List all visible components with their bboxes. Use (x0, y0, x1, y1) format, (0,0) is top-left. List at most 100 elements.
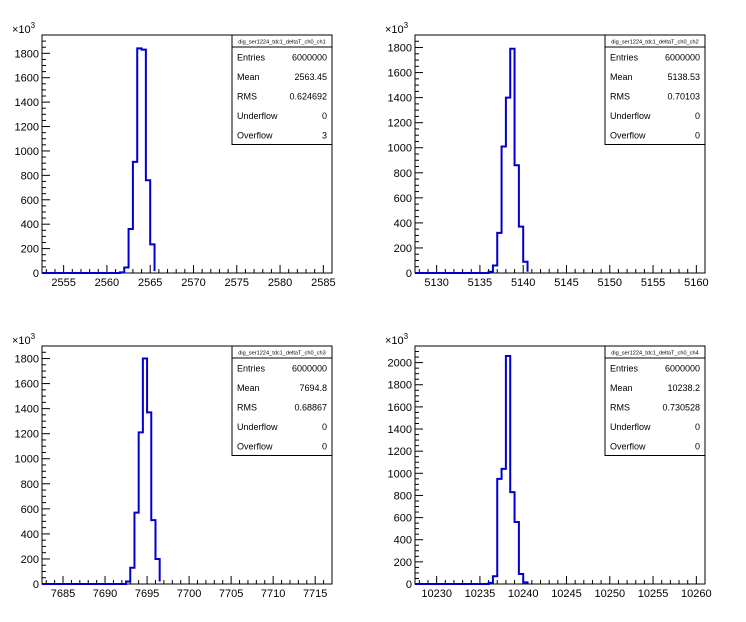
stats-box-frame (604, 345, 706, 456)
y-tick-label: 1200 (15, 429, 39, 441)
y-multiplier-base: ×10 (385, 24, 404, 36)
plot-frame (414, 345, 706, 585)
stats-value: 0 (695, 111, 700, 121)
stats-label: Mean (610, 72, 633, 82)
stats-box-frame (604, 34, 706, 145)
y-tick-label: 1600 (15, 379, 39, 391)
stats-value: 0.624692 (289, 92, 327, 102)
x-tick-label: 5140 (511, 277, 535, 289)
y-tick-label: 600 (21, 195, 39, 207)
stats-value: 0 (695, 422, 700, 432)
stats-label: Entries (237, 364, 266, 374)
stats-box: dig_ser1224_tdc1_deltaT_ch0_ch4 Entries 60… (604, 345, 706, 456)
histogram-outline (42, 357, 161, 585)
stats-value: 10238.2 (667, 383, 700, 393)
y-axis-multiplier: ×103 (385, 21, 409, 36)
y-tick-label: 800 (21, 479, 39, 491)
x-tick-label: 5135 (468, 277, 492, 289)
histogram-outline (415, 354, 529, 585)
stats-box-title: dig_ser1224_tdc1_deltaT_ch0_ch1 (238, 40, 325, 46)
y-tick-label: 200 (394, 243, 412, 255)
y-tick-label: 800 (394, 168, 412, 180)
stats-label: Underflow (237, 422, 278, 432)
stats-value: 7694.8 (299, 383, 327, 393)
y-multiplier-exponent: 3 (404, 21, 409, 30)
y-tick-label: 1600 (388, 68, 412, 80)
x-tick-label: 2575 (225, 277, 249, 289)
stats-value: 6000000 (292, 53, 327, 63)
y-tick-label: 1400 (388, 424, 412, 436)
stats-box-title: dig_ser1224_tdc1_deltaT_ch0_ch4 (611, 351, 698, 357)
x-tick-label: 10245 (551, 588, 582, 600)
stats-label: Underflow (610, 422, 651, 432)
y-tick-label: 1200 (15, 122, 39, 134)
x-tick-label: 7700 (177, 588, 201, 600)
stats-label: Mean (237, 383, 260, 393)
stats-value: 0.730528 (662, 403, 700, 413)
stats-value: 0 (322, 111, 327, 121)
y-multiplier-exponent: 3 (31, 332, 36, 341)
histogram-panel: 5130 5135 5140 5145 5150 5155 5160 0 200 400 600 80… (385, 21, 709, 289)
stats-label: Entries (610, 364, 639, 374)
y-tick-label: 1800 (15, 354, 39, 366)
y-tick-label: 200 (21, 244, 39, 256)
histogram-outline (42, 47, 156, 274)
y-axis-multiplier: ×103 (385, 332, 409, 347)
stats-value: 0 (695, 442, 700, 452)
x-tick-label: 10250 (594, 588, 625, 600)
y-tick-label: 0 (33, 579, 39, 591)
stats-label: RMS (237, 403, 257, 413)
stats-box: dig_ser1224_tdc1_deltaT_ch0_ch2 Entries 60… (604, 34, 706, 145)
histogram-panel: 7685 7690 7695 7700 7705 7710 7715 0 200 400 600 80… (12, 332, 333, 600)
y-tick-label: 1200 (388, 118, 412, 130)
y-tick-label: 800 (394, 490, 412, 502)
stats-box-frame (231, 34, 333, 145)
y-tick-label: 600 (394, 513, 412, 525)
stats-value: 0 (322, 442, 327, 452)
y-tick-label: 2000 (388, 358, 412, 370)
y-tick-label: 1800 (388, 380, 412, 392)
stats-label: Entries (610, 53, 639, 63)
stats-label: Overflow (610, 131, 646, 141)
y-tick-label: 1200 (388, 446, 412, 458)
y-tick-label: 400 (394, 218, 412, 230)
y-multiplier-base: ×10 (385, 335, 404, 347)
stats-box: dig_ser1224_tdc1_deltaT_ch0_ch3 Entries 60… (231, 345, 333, 456)
histogram-panel: 2555 2560 2565 2570 2575 2580 2585 0 200 400 600 80… (12, 21, 336, 289)
stats-value: 6000000 (292, 364, 327, 374)
y-tick-label: 1000 (15, 454, 39, 466)
x-tick-label: 7715 (303, 588, 327, 600)
y-tick-label: 1600 (15, 73, 39, 85)
y-tick-label: 1800 (388, 43, 412, 55)
x-tick-label: 7705 (219, 588, 243, 600)
x-tick-label: 10260 (681, 588, 712, 600)
stats-value: 6000000 (665, 364, 700, 374)
stats-label: Overflow (610, 442, 646, 452)
histogram-outline (415, 47, 529, 274)
y-multiplier-exponent: 3 (404, 332, 409, 341)
stats-label: RMS (610, 403, 630, 413)
stats-box-title: dig_ser1224_tdc1_deltaT_ch0_ch2 (611, 40, 698, 46)
stats-box-title: dig_ser1224_tdc1_deltaT_ch0_ch3 (238, 351, 325, 357)
stats-label: Overflow (237, 442, 273, 452)
y-tick-label: 600 (394, 193, 412, 205)
y-axis-multiplier: ×103 (12, 21, 36, 36)
y-tick-label: 200 (21, 554, 39, 566)
x-tick-label: 10235 (465, 588, 496, 600)
x-tick-label: 5155 (641, 277, 665, 289)
stats-label: RMS (610, 92, 630, 102)
x-tick-label: 7685 (51, 588, 75, 600)
y-tick-label: 0 (33, 268, 39, 280)
x-tick-label: 5130 (424, 277, 448, 289)
y-tick-label: 0 (406, 268, 412, 280)
stats-label: Entries (237, 53, 266, 63)
stats-label: Mean (610, 383, 633, 393)
stats-box-frame (231, 345, 333, 456)
y-axis-multiplier: ×103 (12, 332, 36, 347)
x-tick-label: 2565 (138, 277, 162, 289)
x-tick-label: 7690 (93, 588, 117, 600)
x-tick-label: 7710 (261, 588, 285, 600)
stats-label: Overflow (237, 131, 273, 141)
y-tick-label: 600 (21, 504, 39, 516)
y-tick-label: 1400 (388, 93, 412, 105)
